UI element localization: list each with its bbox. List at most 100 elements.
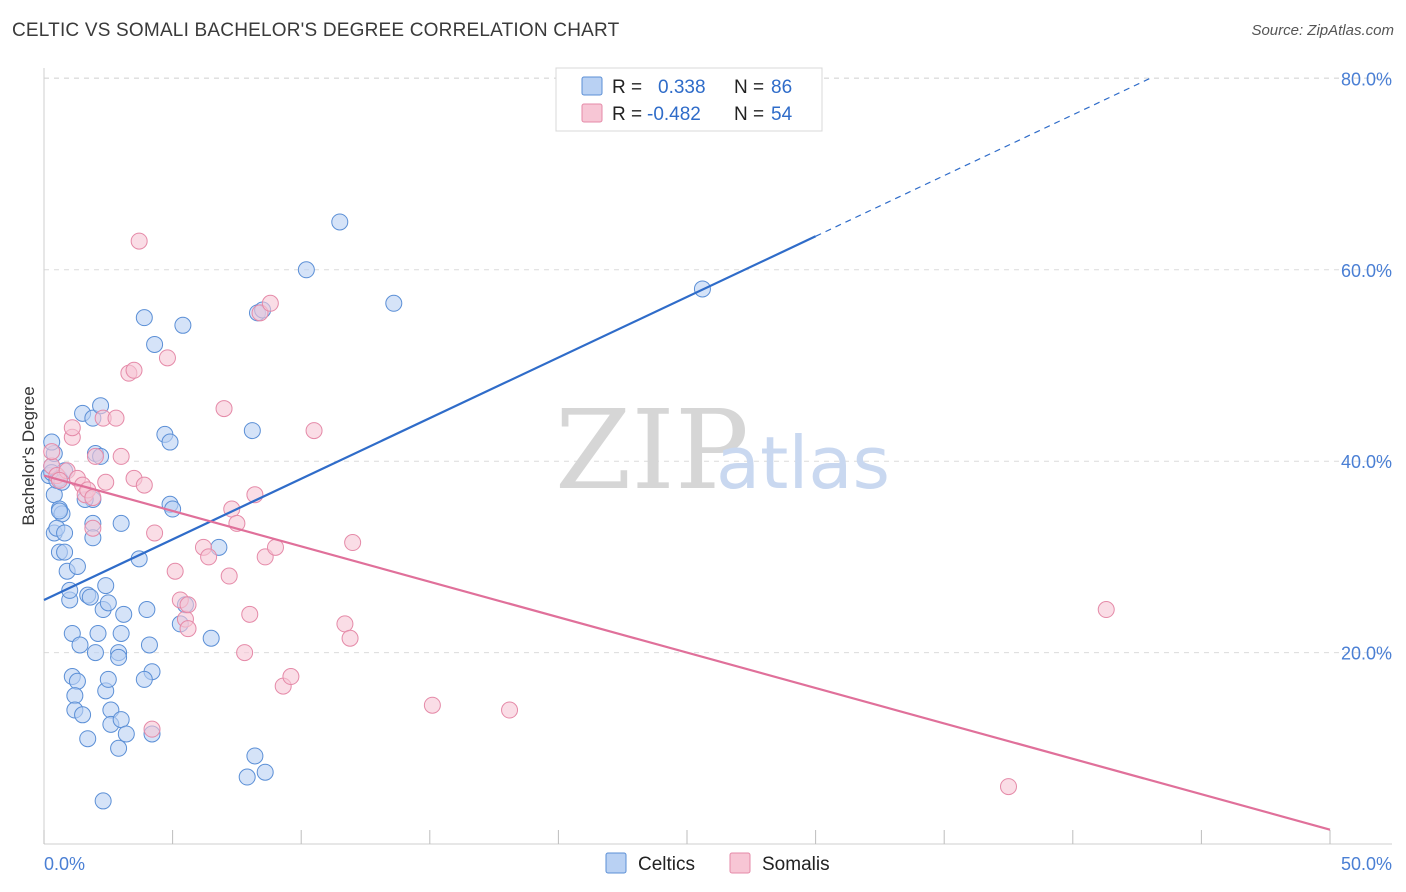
celtics-point [71, 636, 89, 654]
somalis-point [1000, 778, 1017, 796]
source-label: Source: ZipAtlas.com [1251, 22, 1394, 39]
chart-title: CELTIC VS SOMALI BACHELOR'S DEGREE CORRE… [12, 20, 620, 41]
celtics-point [238, 768, 256, 786]
celtics-trendline [43, 235, 817, 601]
somalis-n-value: 54 [771, 104, 793, 125]
celtics-point [135, 670, 153, 688]
somalis-r-value: -0.482 [647, 104, 701, 125]
somalis-point [344, 534, 362, 552]
celtics-point [146, 335, 164, 353]
somalis-bottom-swatch [729, 852, 751, 874]
celtics-trendline-extension [815, 77, 1151, 237]
somalis-point [215, 400, 233, 418]
celtics-point [110, 648, 128, 666]
x-tick-label-max: 50.0% [1341, 854, 1392, 874]
celtics-point [256, 763, 274, 781]
somalis-point [179, 620, 197, 638]
somalis-point [146, 524, 164, 542]
somalis-point [423, 696, 441, 714]
celtics-point [115, 605, 133, 623]
somalis-point [166, 562, 184, 580]
somalis-point [43, 443, 61, 461]
celtics-point [140, 636, 158, 654]
celtics-point [135, 309, 153, 327]
y-tick-label: 40.0% [1341, 452, 1392, 472]
celtics-point [99, 594, 117, 612]
celtics-point [297, 261, 315, 279]
somalis-point [200, 548, 218, 566]
celtics-r-value: 0.338 [658, 77, 706, 98]
somalis-point [241, 605, 259, 623]
celtics-bottom-label: Celtics [638, 854, 695, 875]
somalis-point [158, 349, 176, 367]
celtics-point [246, 747, 264, 765]
somalis-trendline [43, 474, 1331, 831]
somalis-series [43, 232, 1115, 796]
somalis-point [112, 447, 130, 465]
grid [44, 77, 1392, 654]
celtics-point [68, 557, 86, 575]
somalis-point [236, 644, 254, 662]
series-legend: Celtics Somalis [605, 852, 830, 875]
celtics-point [56, 524, 74, 542]
celtics-point [161, 433, 179, 451]
celtics-point [86, 644, 104, 662]
somalis-r-label: R = [612, 104, 642, 125]
somalis-point [84, 519, 102, 537]
y-tick-label: 60.0% [1341, 261, 1392, 281]
celtics-point [202, 629, 220, 647]
celtics-point [112, 514, 130, 532]
x-ticks [43, 830, 1331, 844]
y-tick-label: 20.0% [1341, 644, 1392, 664]
somalis-point [1097, 601, 1115, 619]
somalis-point [220, 567, 238, 585]
celtics-point [99, 670, 117, 688]
celtics-point [174, 316, 192, 334]
celtics-point [89, 624, 107, 642]
celtics-point [385, 294, 403, 312]
celtics-point [97, 577, 115, 595]
celtics-point [79, 730, 97, 748]
x-tick-label-min: 0.0% [44, 854, 85, 874]
somalis-point [179, 596, 197, 614]
celtics-legend-swatch [581, 76, 603, 96]
celtics-point [50, 502, 68, 520]
somalis-point [107, 409, 125, 427]
somalis-legend-swatch [581, 103, 603, 123]
somalis-point [305, 422, 323, 440]
somalis-point [135, 476, 153, 494]
celtics-point [110, 739, 128, 757]
celtics-point [81, 588, 99, 606]
celtics-point [56, 543, 74, 561]
celtics-point [112, 711, 130, 729]
celtics-point [117, 725, 135, 743]
somalis-point [261, 294, 279, 312]
celtics-point [331, 213, 349, 231]
somalis-point [501, 701, 519, 719]
celtics-point [243, 422, 261, 440]
celtics-n-value: 86 [771, 77, 792, 98]
celtics-point [74, 706, 92, 724]
somalis-point [63, 419, 81, 437]
celtics-point [112, 624, 130, 642]
celtics-point [68, 672, 86, 690]
somalis-point [143, 720, 161, 738]
somalis-point [84, 489, 102, 507]
somalis-point [341, 629, 359, 647]
somalis-n-label: N = [734, 104, 764, 125]
watermark-zip: ZIP [555, 386, 749, 514]
somalis-point [282, 668, 300, 686]
somalis-point [125, 361, 143, 379]
somalis-point [130, 232, 148, 250]
somalis-point [97, 473, 115, 491]
celtics-point [94, 792, 112, 810]
somalis-point [336, 615, 354, 633]
trendlines [43, 77, 1331, 831]
y-tick-labels: 20.0% 40.0% 60.0% 80.0% [1341, 69, 1392, 663]
celtics-point [66, 687, 84, 705]
celtics-point [138, 601, 156, 619]
somalis-bottom-label: Somalis [762, 854, 830, 875]
y-tick-label: 80.0% [1341, 69, 1392, 89]
y-axis-label: Bachelor's Degree [19, 386, 38, 525]
